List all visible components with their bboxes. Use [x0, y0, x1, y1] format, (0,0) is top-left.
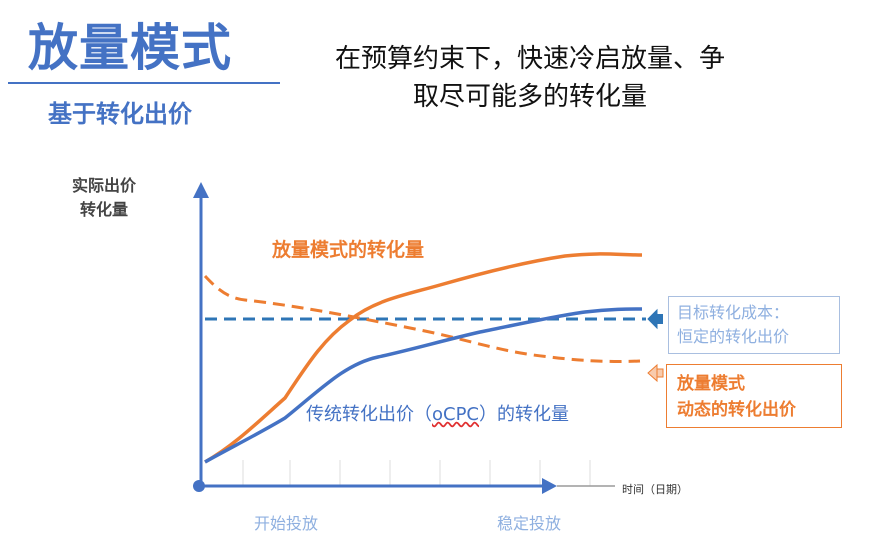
headline-line-1: 在预算约束下，快速冷启放量、争	[334, 44, 725, 74]
x-tick-start: 开始投放	[254, 514, 319, 533]
ocpc-conversions-curve	[204, 307, 643, 464]
target-cost-box: 目标转化成本： 恒定的转化出价	[668, 296, 840, 354]
target-cost-line-1: 目标转化成本：	[677, 303, 790, 322]
y-axis-label-line-1: 实际出价	[71, 176, 136, 195]
ocpc-label-suffix: ）的转化量	[479, 404, 570, 425]
target-cost-line-2: 恒定的转化出价	[677, 327, 790, 346]
page-title: 放量模式	[28, 19, 232, 77]
dynamic-bid-arrow-shaft	[656, 368, 664, 378]
x-tick-stable: 稳定投放	[497, 514, 562, 533]
target-cost-arrow	[647, 308, 658, 330]
ocpc-label-prefix: 传统转化出价（	[306, 404, 432, 425]
target-cost-arrow-shaft	[657, 314, 663, 324]
page-subtitle: 基于转化出价	[48, 100, 192, 128]
dynamic-bid-box: 放量模式 动态的转化出价	[666, 364, 842, 428]
y-axis-label: 实际出价 转化量	[58, 174, 150, 222]
boost-conversions-label: 放量模式的转化量	[272, 239, 425, 261]
ocpc-term: oCPC	[432, 404, 480, 425]
dynamic-bid-line-2: 动态的转化出价	[677, 400, 796, 420]
grid-lines	[242, 460, 591, 486]
headline: 在预算约束下，快速冷启放量、争 取尽可能多的转化量	[300, 40, 760, 116]
x-axis-arrowhead	[542, 478, 557, 494]
dynamic-bid-arrow	[647, 363, 658, 383]
title-divider	[8, 82, 280, 84]
headline-line-2: 取尽可能多的转化量	[412, 82, 647, 112]
origin-dot	[193, 480, 205, 492]
ocpc-conversions-label: 传统转化出价（oCPC）的转化量	[306, 400, 569, 426]
x-axis-label: 时间（日期）	[622, 483, 688, 496]
y-axis-arrowhead	[193, 182, 209, 198]
boost-conversions-curve	[204, 252, 643, 464]
dynamic-bid-curve	[203, 274, 641, 364]
y-axis-label-line-2: 转化量	[79, 200, 128, 219]
dynamic-bid-line-1: 放量模式	[677, 374, 745, 394]
